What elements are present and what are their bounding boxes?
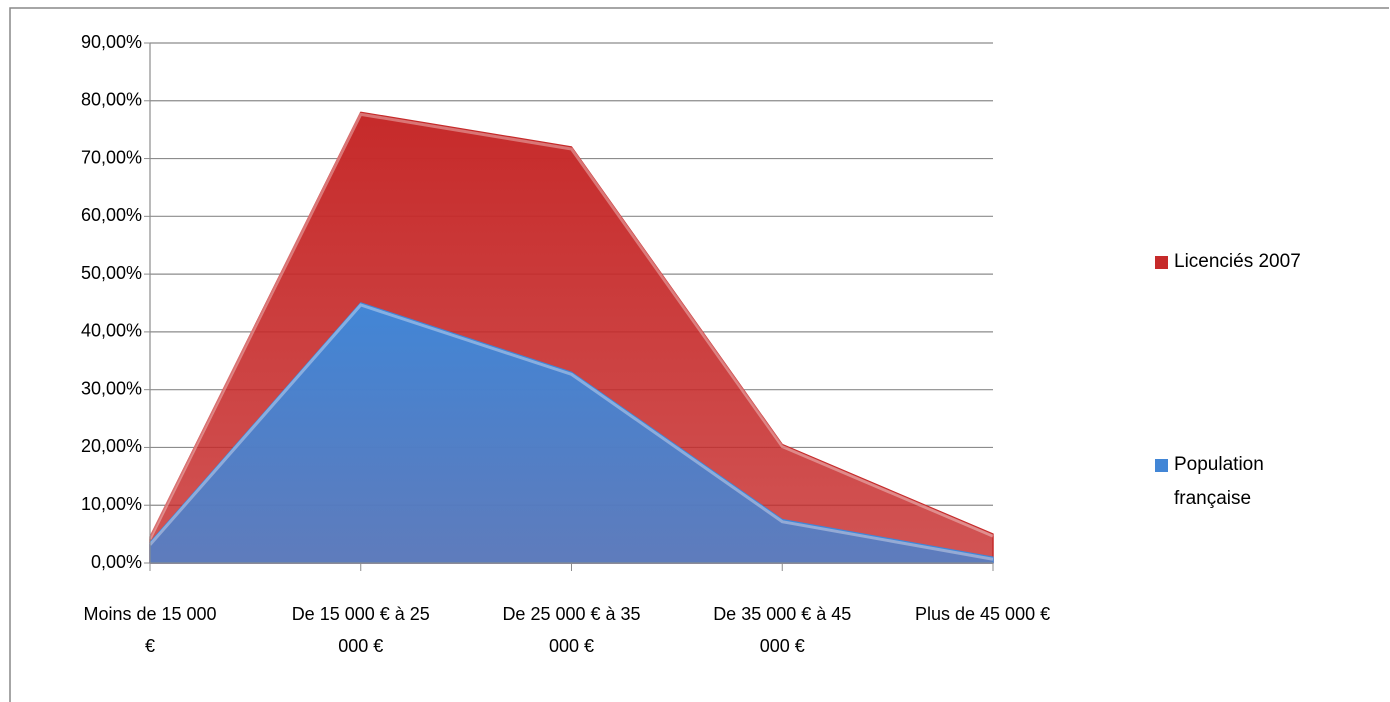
y-tick-label: 60,00% xyxy=(81,205,142,225)
y-tick-label: 70,00% xyxy=(81,147,142,167)
legend-label: Licenciés 2007 xyxy=(1174,251,1301,272)
legend-swatch xyxy=(1155,256,1168,269)
y-tick-label: 90,00% xyxy=(81,32,142,52)
legend-item: Population française xyxy=(1155,448,1314,516)
y-tick-label: 0,00% xyxy=(91,552,142,572)
area-highlight xyxy=(148,112,994,540)
x-tick-label: De 15 000 € à 25 000 € xyxy=(291,604,430,656)
y-tick-label: 50,00% xyxy=(81,263,142,283)
chart-frame xyxy=(9,7,1389,702)
y-tick-label: 40,00% xyxy=(81,321,142,341)
area-highlight xyxy=(148,303,994,561)
y-tick-label: 30,00% xyxy=(81,378,142,398)
legend-label: Population française xyxy=(1174,454,1264,509)
y-tick-label: 10,00% xyxy=(81,494,142,514)
x-tick-label: De 35 000 € à 45 000 € xyxy=(713,604,852,656)
x-tick-label: Moins de 15 000 € xyxy=(83,604,217,656)
legend-item: Licenciés 2007 xyxy=(1155,245,1314,279)
y-tick-label: 20,00% xyxy=(81,436,142,456)
x-tick-label: De 25 000 € à 35 000 € xyxy=(502,604,641,656)
legend-swatch xyxy=(1155,459,1168,472)
y-tick-label: 80,00% xyxy=(81,90,142,110)
x-tick-label: Plus de 45 000 € xyxy=(915,604,1051,624)
